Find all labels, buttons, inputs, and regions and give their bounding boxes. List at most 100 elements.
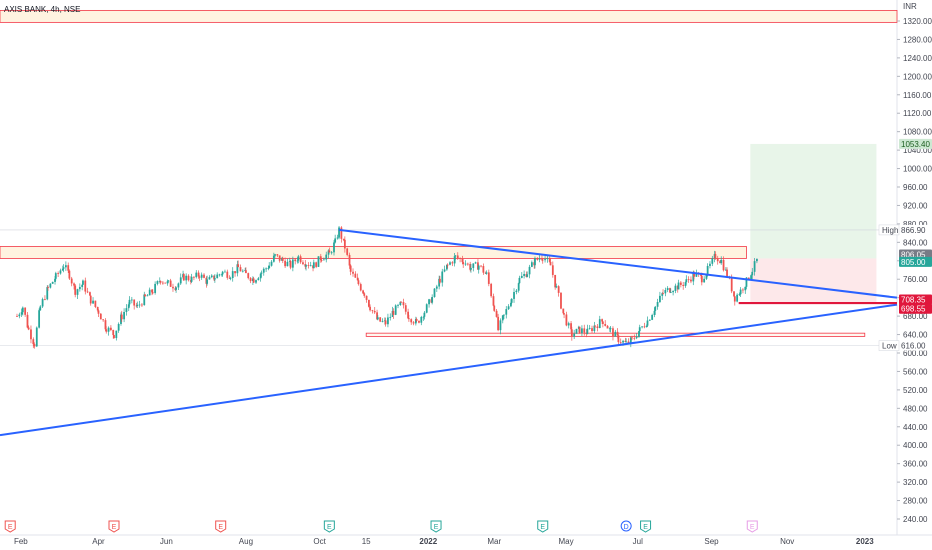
x-tick-label: 2022 [419, 537, 437, 546]
y-tick-label: 880.00 [903, 220, 928, 229]
candle-body [334, 238, 337, 243]
candle-body [431, 297, 434, 303]
candle-body [96, 306, 99, 311]
candle-body [376, 317, 379, 320]
candle-body [274, 254, 276, 256]
candle-body [472, 263, 475, 268]
stop-tag-1-bg [899, 294, 932, 305]
candle-body [21, 307, 24, 313]
candle-body [747, 277, 750, 280]
earnings-marker-icon [430, 520, 442, 533]
candle-body [453, 256, 456, 264]
candle-body [136, 304, 139, 306]
candles [16, 226, 758, 349]
candle-body [319, 256, 322, 261]
candle-body [482, 266, 485, 273]
low-tag-label: Low [882, 342, 897, 351]
candle-body [662, 293, 664, 294]
candle-body [507, 306, 510, 310]
candle-body [208, 277, 211, 280]
candle-body [470, 267, 472, 270]
candle-body [695, 273, 698, 277]
candle-body [646, 320, 649, 326]
resistance-zone [0, 246, 747, 259]
candle-body [61, 268, 64, 271]
candle-body [443, 269, 446, 272]
candle-body [441, 271, 444, 283]
y-tick-label: 1320.00 [903, 17, 932, 26]
price-axis[interactable]: 240.00 280.00 320.00 360.00 400.00 440.00 480.… [897, 17, 932, 524]
y-tick-label: 840.00 [903, 238, 928, 247]
candle-body [234, 271, 236, 274]
candle-body [127, 304, 130, 309]
candle-body [526, 274, 529, 277]
target-tag-bg [899, 138, 932, 149]
x-tick-label: Oct [313, 537, 326, 546]
candle-body [402, 302, 405, 306]
candle-body [94, 300, 97, 307]
candle-body [123, 311, 125, 320]
high-tag-label-bg [878, 224, 900, 236]
candle-body [563, 313, 565, 315]
candle-body [249, 278, 252, 282]
chart-title: AXIS BANK, 4h, NSE [4, 5, 80, 14]
candle-body [614, 331, 617, 337]
candle-body [687, 279, 690, 281]
candle-body [241, 270, 244, 272]
candle-body [520, 275, 523, 278]
candle-body [231, 271, 234, 279]
candle-body [190, 276, 193, 282]
candle-body [151, 289, 153, 293]
x-tick-label: 2023 [856, 537, 874, 546]
candle-body [627, 341, 630, 344]
candle-body [654, 306, 657, 311]
y-tick-label: 920.00 [903, 201, 928, 210]
x-tick-label: Mar [487, 537, 501, 546]
candle-body [245, 270, 247, 274]
candle-body [182, 274, 185, 281]
candle-body [346, 248, 349, 255]
candle-body [62, 267, 65, 269]
candle-body [631, 337, 633, 339]
earnings-marker-icon [215, 520, 227, 533]
level-tag: 805.00 [899, 256, 932, 267]
candle-body [423, 312, 426, 317]
time-axis[interactable]: Feb Apr Jun Aug Oct 15 2022 Mar May Jul Sep Nov 2023 [14, 537, 874, 546]
candle-body [501, 315, 504, 321]
x-tick-label: Nov [780, 537, 794, 546]
candle-body [128, 299, 131, 305]
chart-zones [0, 9, 898, 346]
candle-body [518, 277, 521, 284]
candle-body [474, 262, 477, 264]
candle-body [412, 322, 415, 324]
candle-body [422, 316, 425, 318]
candle-body [130, 299, 133, 301]
candle-body [661, 293, 664, 296]
candle-body [720, 259, 723, 264]
event-marker-letter: E [434, 524, 439, 531]
candle-body [154, 283, 157, 293]
stop-zone [750, 258, 877, 304]
candle-body [229, 278, 232, 279]
candle-body [591, 328, 593, 332]
candle-body [709, 263, 711, 266]
candle-body [555, 286, 558, 288]
target-tag-value: 1053.40 [901, 140, 930, 149]
candle-body [645, 325, 648, 328]
candle-body [30, 329, 32, 340]
y-tick-label: 280.00 [903, 497, 928, 506]
candle-body [593, 325, 596, 332]
y-tick-label: 1120.00 [903, 109, 932, 118]
candle-body [46, 287, 49, 300]
y-tick-label: 240.00 [903, 515, 928, 524]
candle-body [161, 282, 164, 284]
candle-body [469, 263, 472, 270]
candle-body [439, 278, 441, 283]
candle-body [530, 262, 533, 267]
candle-body [68, 270, 71, 279]
candle-body [541, 259, 544, 261]
candle-body [216, 274, 219, 279]
